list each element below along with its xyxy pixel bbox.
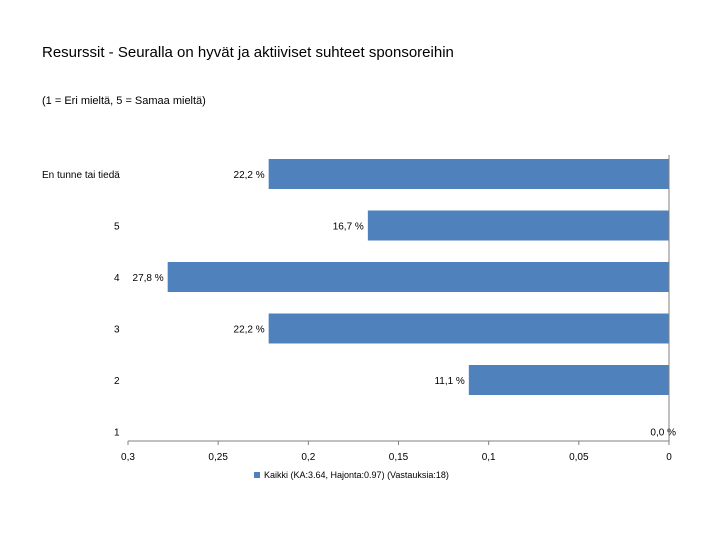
x-tick-label: 0,05 (569, 452, 589, 463)
x-tick-label: 0 (666, 452, 672, 463)
data-label: 0,0 % (650, 428, 676, 439)
x-tick-label: 0,2 (301, 452, 315, 463)
category-label: 5 (114, 222, 120, 233)
category-label: 2 (114, 376, 120, 387)
data-label: 22,2 % (234, 170, 265, 181)
chart-subtitle: (1 = Eri mieltä, 5 = Samaa mieltä) (42, 95, 206, 107)
category-label: 4 (114, 273, 120, 284)
bar (268, 159, 669, 189)
x-tick-label: 0,3 (121, 452, 135, 463)
data-label: 22,2 % (234, 325, 265, 336)
category-label: En tunne tai tiedä (42, 170, 120, 181)
bar (468, 365, 669, 395)
legend-label: Kaikki (KA:3.64, Hajonta:0.97) (Vastauks… (264, 470, 449, 480)
legend-swatch (254, 472, 260, 478)
data-label: 11,1 % (434, 376, 464, 387)
category-label: 1 (114, 428, 120, 439)
bar (167, 262, 669, 292)
x-tick-label: 0,25 (208, 452, 228, 463)
chart-title: Resurssit - Seuralla on hyvät ja aktiivi… (42, 44, 454, 61)
x-tick-label: 0,15 (389, 452, 409, 463)
category-label: 3 (114, 325, 120, 336)
data-label: 16,7 % (333, 222, 364, 233)
data-label: 27,8 % (133, 273, 164, 284)
x-tick-label: 0,1 (482, 452, 496, 463)
bar (268, 313, 669, 344)
bar (367, 210, 669, 241)
legend: Kaikki (KA:3.64, Hajonta:0.97) (Vastauks… (254, 470, 449, 480)
